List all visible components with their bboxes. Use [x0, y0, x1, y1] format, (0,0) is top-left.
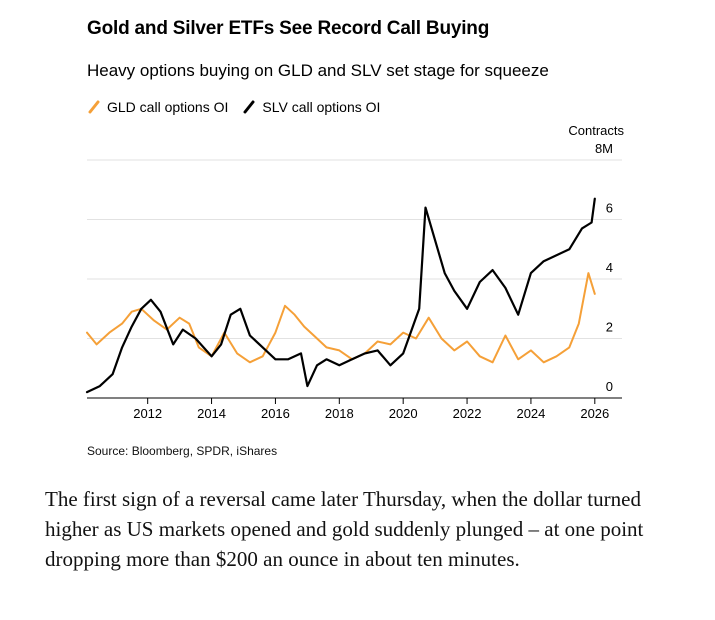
- slv-swatch-icon: [243, 100, 255, 114]
- legend: GLD call options OI SLV call options OI: [87, 97, 394, 117]
- x-tick-label: 2012: [133, 406, 162, 421]
- source-note: Source: Bloomberg, SPDR, iShares: [87, 444, 278, 458]
- series-layer: [85, 197, 596, 394]
- grid: [87, 159, 622, 339]
- y-tick-label: 4: [606, 260, 613, 275]
- gld-series-line: [86, 272, 596, 364]
- x-tick-label: 2020: [389, 406, 418, 421]
- x-tick-label: 2024: [516, 406, 545, 421]
- x-tick-label: 2016: [261, 406, 290, 421]
- slv-series-line: [85, 197, 596, 394]
- legend-item-slv: SLV call options OI: [242, 99, 380, 115]
- gld-swatch-icon: [88, 100, 100, 114]
- legend-label-slv: SLV call options OI: [262, 99, 381, 115]
- y-tick-label: 6: [606, 201, 613, 216]
- x-tick-label: 2026: [580, 406, 609, 421]
- y-tick-label: 8M: [595, 141, 613, 156]
- line-chart: Contracts 0 2 4 6 8M 2012 2014 2016 2018 2020 2022 2…: [85, 123, 624, 421]
- chart-title: Gold and Silver ETFs See Record Call Buy…: [87, 18, 490, 39]
- y-tick-label: 0: [606, 379, 613, 394]
- y-tick-label: 2: [606, 320, 613, 335]
- x-tick-label: 2018: [325, 406, 354, 421]
- axes: Contracts 0 2 4 6 8M 2012 2014 2016 2018 2020 2022 2…: [87, 123, 624, 421]
- x-tick-label: 2014: [197, 406, 226, 421]
- chart-subtitle: Heavy options buying on GLD and SLV set …: [87, 61, 549, 80]
- y-axis-unit-label: Contracts: [568, 123, 624, 138]
- article-paragraph: The first sign of a reversal came later …: [45, 487, 644, 571]
- legend-label-gld: GLD call options OI: [107, 99, 229, 115]
- legend-item-gld: GLD call options OI: [87, 99, 228, 115]
- x-tick-label: 2022: [453, 406, 482, 421]
